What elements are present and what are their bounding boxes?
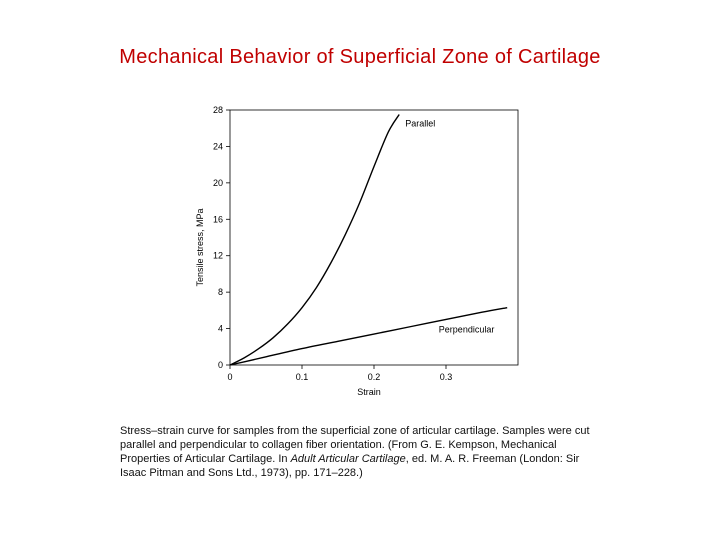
- caption-text-part1: Stress–strain curve for samples from the…: [120, 425, 590, 465]
- series-line-perpendicular: [229, 306, 508, 366]
- series-line-parallel: [229, 114, 400, 366]
- x-tick-label: 0.3: [440, 372, 453, 382]
- y-tick-label: 8: [218, 287, 223, 297]
- caption-book-title: Adult Articular Cartilage: [290, 453, 406, 465]
- caption-text-part2: , ed. M. A. R. Freeman (London: Sir Isaa…: [120, 453, 580, 479]
- x-tick-label: 0: [227, 372, 232, 382]
- y-tick-label: 16: [213, 214, 223, 224]
- stress-strain-chart: 0 4 8 12 16 20 24 28 0 0.1 0.2 0.3 Strain Tensile st…: [195, 105, 519, 397]
- slide-title: Mechanical Behavior of Superficial Zone …: [119, 46, 601, 68]
- y-tick-label: 28: [213, 105, 223, 115]
- x-tick-label: 0.2: [368, 372, 381, 382]
- y-tick-label: 4: [218, 324, 223, 334]
- series-label-perpendicular: Perpendicular: [439, 325, 495, 335]
- x-axis-label: Strain: [357, 387, 381, 397]
- series-label-parallel: Parallel: [405, 119, 435, 129]
- y-tick-label: 24: [213, 141, 223, 151]
- y-tick-label: 20: [213, 178, 223, 188]
- figure-caption: Stress–strain curve for samples from the…: [120, 424, 600, 480]
- x-tick-label: 0.1: [296, 372, 309, 382]
- y-axis-label: Tensile stress, MPa: [195, 208, 205, 286]
- y-tick-label: 12: [213, 251, 223, 261]
- y-tick-label: 0: [218, 360, 223, 370]
